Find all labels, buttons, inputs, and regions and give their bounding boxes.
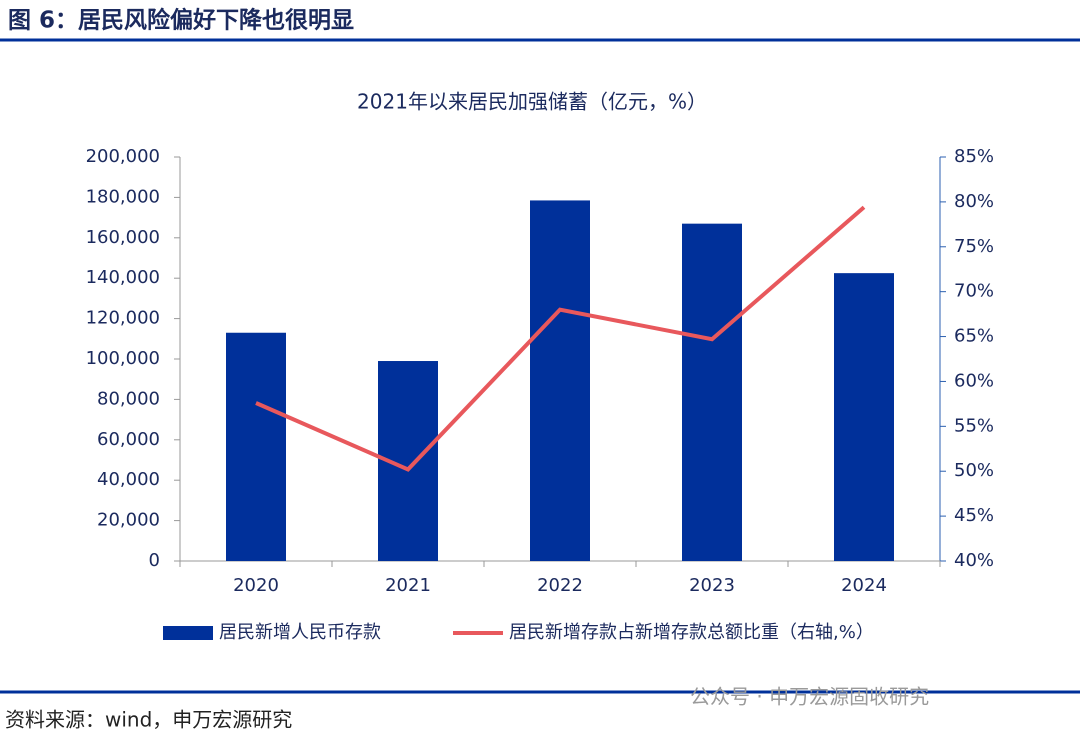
y2-tick-label: 40% — [954, 550, 994, 571]
y2-tick-label: 60% — [954, 370, 994, 391]
source: 资料来源：wind，申万宏源研究 — [5, 708, 292, 732]
legend-swatch — [163, 626, 213, 640]
bar — [530, 200, 590, 561]
x-tick-label: 2020 — [233, 575, 279, 596]
y2-tick-label: 85% — [954, 146, 994, 167]
legend-label: 居民新增人民币存款 — [219, 622, 381, 643]
y-tick-label: 100,000 — [86, 348, 160, 369]
y-tick-label: 20,000 — [97, 510, 160, 531]
y2-tick-label: 75% — [954, 236, 994, 257]
y-tick-label: 120,000 — [86, 308, 160, 329]
y-tick-label: 140,000 — [86, 267, 160, 288]
x-tick-label: 2023 — [689, 575, 735, 596]
y2-tick-label: 45% — [954, 505, 994, 526]
line — [255, 205, 866, 472]
y-tick-label: 180,000 — [86, 186, 160, 207]
x-tick-label: 2022 — [537, 575, 583, 596]
y-tick-label: 80,000 — [97, 388, 160, 409]
y2-tick-label: 50% — [954, 460, 994, 481]
y2-tick-label: 70% — [954, 281, 994, 302]
page-title: 图 6：居民风险偏好下降也很明显 — [8, 7, 354, 34]
y-tick-label: 60,000 — [97, 429, 160, 450]
y-tick-label: 40,000 — [97, 469, 160, 490]
legend-label: 居民新增存款占新增存款总额比重（右轴,%） — [509, 622, 874, 643]
bar — [834, 273, 894, 561]
bar — [226, 332, 286, 561]
y-tick-label: 200,000 — [86, 146, 160, 167]
y2-tick-label: 65% — [954, 326, 994, 347]
y2-tick-label: 80% — [954, 191, 994, 212]
chart-title: 2021年以来居民加强储蓄（亿元，%） — [357, 90, 707, 114]
x-tick-label: 2021 — [385, 575, 431, 596]
y2-tick-label: 55% — [954, 415, 994, 436]
y-tick-label: 160,000 — [86, 227, 160, 248]
bar — [682, 223, 742, 561]
watermark: 公众号 · 申万宏源固收研究 — [690, 685, 929, 709]
x-tick-label: 2024 — [841, 575, 887, 596]
y-tick-label: 0 — [149, 550, 160, 571]
